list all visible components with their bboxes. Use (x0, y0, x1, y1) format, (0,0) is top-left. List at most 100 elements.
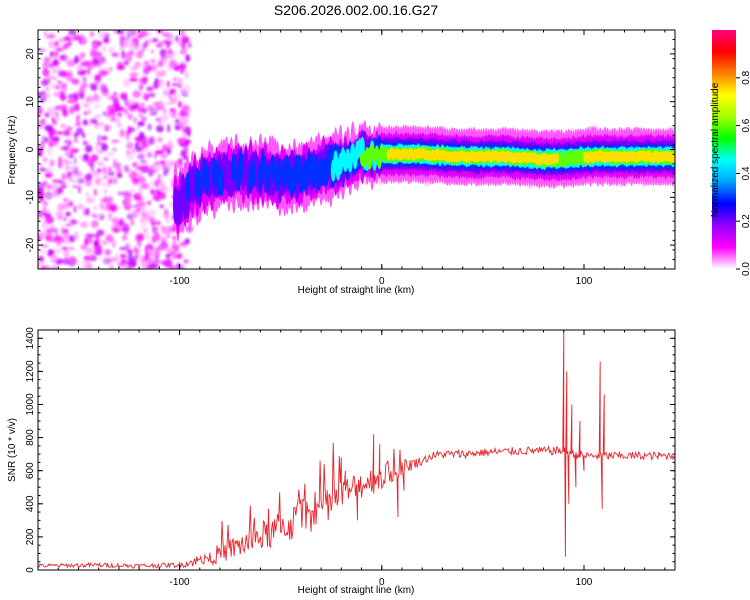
spectrogram-noise-blob (158, 73, 167, 77)
spectrogram-noise-blob (82, 259, 90, 266)
spectrogram-noise-blob (87, 67, 91, 75)
spectrogram-noise-blob (139, 131, 145, 140)
spectrogram-noise-blob (152, 102, 159, 107)
spectrogram-noise-blob (112, 177, 118, 185)
spectrogram-ridge-cell (554, 152, 559, 164)
spectrogram-noise-blob (155, 79, 163, 83)
spectrogram-noise-blob (43, 202, 48, 207)
spectrogram-noise-blob (168, 112, 174, 116)
spectrogram-noise-blob (152, 81, 161, 89)
snr-y-tick-label: 200 (25, 528, 36, 545)
spectrogram-ridge-cell (197, 170, 203, 199)
spectrogram-noise-blob (39, 168, 48, 172)
spectrogram-noise-blob (42, 68, 50, 77)
snr-x-tick-label: 100 (576, 577, 593, 588)
spectrogram-noise-blob (165, 101, 172, 106)
spectrogram-noise-blob (180, 30, 186, 38)
spectrogram-noise-blob (168, 91, 172, 100)
spectrogram-noise-blob (80, 221, 88, 229)
colorbar-fill (712, 30, 736, 269)
spectrogram-noise-blob (112, 162, 122, 169)
spectrogram-noise-blob (167, 48, 173, 55)
spectrogram-noise-blob (127, 125, 132, 135)
spectrogram-noise-blob (43, 30, 48, 36)
spectrogram-noise-blob (73, 156, 77, 165)
spectrogram-noise-blob (137, 153, 146, 160)
spectrogram-noise-blob (147, 92, 156, 98)
spectrogram-noise-blob (119, 247, 127, 251)
colorbar-label: Normalized spectral amplitude (710, 82, 721, 217)
spectrogram-noise-blob (185, 110, 190, 118)
spectrogram-noise-blob (97, 134, 101, 143)
spectrogram-noise-blob (159, 186, 168, 192)
spectrogram-noise-blob (101, 135, 108, 141)
spectrogram-noise-blob (45, 236, 50, 240)
spectrogram-noise-blob (94, 114, 102, 119)
spectrogram-noise-blob (77, 34, 85, 39)
spectrogram-noise-blob (54, 50, 59, 57)
spectrogram-noise-blob (162, 173, 167, 177)
spectrogram-noise-blob (117, 111, 123, 118)
spectrogram-noise-blob (137, 146, 144, 150)
spectrogram-noise-blob (94, 175, 103, 183)
spectrogram-noise-blob (163, 210, 170, 219)
spectrogram-noise-blob (124, 228, 129, 235)
spectrogram-noise-blob (142, 196, 147, 200)
spectrogram-noise-blob (44, 215, 54, 225)
spectrogram-noise-blob (136, 200, 141, 205)
colorbar-tick-label: 0.8 (741, 70, 750, 84)
spectrogram-noise-blob (93, 188, 98, 197)
spectrogram-noise-blob (46, 226, 54, 230)
spectrogram-noise-blob (62, 232, 67, 238)
spectrogram-noise-blob (82, 207, 86, 217)
spectrogram-noise-blob (100, 197, 110, 204)
spectrogram-noise-blob (100, 143, 108, 152)
spectrogram-noise-blob (141, 78, 147, 85)
spectrogram-ridge-cell (270, 154, 275, 183)
spectrogram-noise-blob (50, 265, 58, 269)
spectrogram-noise-blob (184, 71, 189, 79)
spectrogram-noise-blob (183, 259, 189, 264)
spectrogram-noise-blob (65, 144, 71, 151)
spectrogram-noise-blob (113, 30, 123, 34)
spectrogram-noise-blob (91, 220, 99, 229)
spectrogram-noise-blob (155, 259, 161, 264)
spectrogram-noise-blob (146, 200, 152, 206)
spectrogram-noise-blob (90, 85, 98, 92)
spectrogram-noise-blob (52, 69, 56, 75)
spectrogram-noise-blob (79, 40, 83, 45)
spectrogram-noise-blob (132, 148, 136, 154)
spectrogram-noise-blob (166, 160, 176, 168)
spectrogram-noise-blob (84, 241, 88, 247)
spectrogram-noise-blob (46, 148, 53, 155)
colorbar-tick-label: 0.2 (741, 214, 750, 228)
spectrogram-noise-blob (73, 171, 83, 178)
spectrogram-noise-blob (81, 101, 88, 108)
spectrogram-noise-blob (100, 56, 107, 64)
spectrogram-noise-blob (130, 128, 135, 132)
spectrogram-noise-blob (42, 157, 48, 162)
spectrogram-noise-blob (157, 136, 164, 143)
spectrogram-noise-blob (141, 206, 147, 212)
spectrogram-noise-blob (51, 254, 58, 263)
spectrogram-noise-blob (126, 30, 135, 38)
spectrogram-noise-blob (176, 80, 184, 85)
spectrogram-noise-blob (171, 242, 176, 249)
spectrogram-noise-blob (179, 49, 187, 55)
spectrogram-noise-blob (68, 165, 74, 170)
spectrogram-noise-blob (110, 118, 117, 122)
spectrogram-noise-blob (169, 144, 174, 148)
spectrogram-noise-blob (156, 235, 165, 244)
spectrogram-noise-blob (174, 118, 181, 124)
spectrogram-ridge-cell (250, 158, 256, 188)
spectrogram-noise-blob (179, 70, 185, 74)
spectrogram-noise-blob (127, 265, 132, 269)
spectrogram-noise-blob (68, 154, 74, 159)
spectrogram-noise-blob (41, 220, 48, 229)
spectrogram-noise-blob (118, 190, 122, 196)
spectrogram-noise-blob (120, 257, 126, 267)
spectrogram-noise-blob (154, 248, 161, 258)
spectrogram-noise-blob (138, 30, 148, 38)
